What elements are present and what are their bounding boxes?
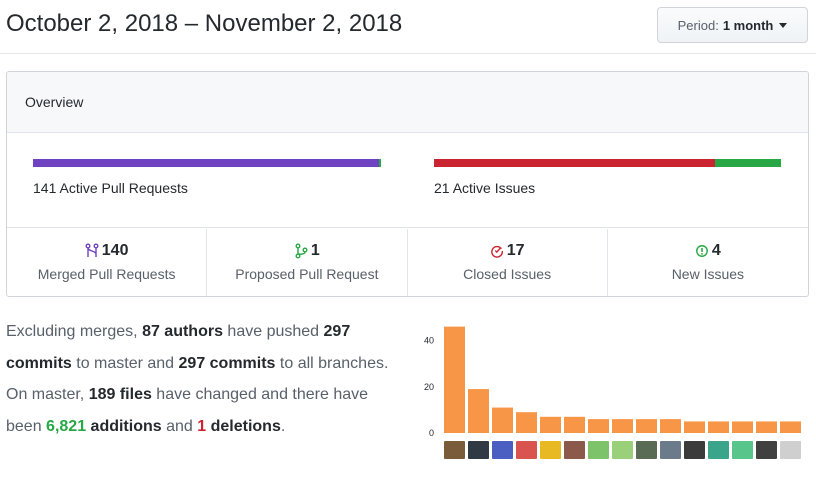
commits-all-link[interactable]: 297 commits <box>178 354 276 372</box>
bar-author-2[interactable] <box>468 389 489 433</box>
committer-avatar[interactable] <box>492 441 513 459</box>
bar-author-15[interactable] <box>780 421 801 433</box>
caret-down-icon <box>779 22 788 28</box>
merged-pr-icon <box>85 243 99 257</box>
period-value: 1 month <box>722 17 774 33</box>
y-tick-label: 0 <box>429 428 434 438</box>
bar-author-9[interactable] <box>636 419 657 433</box>
bar-author-6[interactable] <box>564 416 585 433</box>
stat-label: Closed Issues <box>463 266 552 282</box>
active-pr-label: Active Pull Requests <box>59 180 188 196</box>
summary-text: have pushed <box>222 323 324 340</box>
committer-avatar[interactable] <box>444 441 465 459</box>
stat-label: Merged Pull Requests <box>37 266 176 282</box>
committer-avatar[interactable] <box>636 441 657 459</box>
summary-text: to all branches. On master, <box>6 354 389 404</box>
committer-avatar[interactable] <box>708 441 729 459</box>
issues-closed-segment <box>434 159 716 167</box>
stat-label: New Issues <box>671 266 745 282</box>
bar-author-14[interactable] <box>756 421 777 433</box>
pr-merged-segment <box>33 159 379 167</box>
stat-label: Proposed Pull Request <box>235 266 379 282</box>
committer-avatar[interactable] <box>540 441 561 459</box>
issues-open-segment <box>715 159 781 167</box>
overview-panel: Overview 141 Active Pull Requests 21 Act… <box>6 71 809 297</box>
committer-avatar[interactable] <box>516 441 537 459</box>
committer-avatar[interactable] <box>564 441 585 459</box>
active-issues-link[interactable]: 21 Active Issues <box>434 180 535 196</box>
committer-avatar[interactable] <box>756 441 777 459</box>
committer-avatar[interactable] <box>588 441 609 459</box>
stat-proposed-pull-request[interactable]: 1 Proposed Pull Request <box>207 229 408 296</box>
bar-author-10[interactable] <box>660 419 681 433</box>
deletions-link[interactable]: 1 deletions <box>197 418 281 435</box>
stat-count: 4 <box>711 242 721 259</box>
issues-bar[interactable] <box>434 159 781 167</box>
bar-author-11[interactable] <box>684 421 705 433</box>
additions-link[interactable]: 6,821 additions <box>46 418 162 435</box>
page-header: October 2, 2018 – November 2, 2018 Perio… <box>0 0 816 54</box>
commits-master-link[interactable]: 297 commits <box>6 323 351 372</box>
active-pull-requests-link[interactable]: 141 Active Pull Requests <box>33 180 188 196</box>
pr-open-segment <box>378 159 381 167</box>
bar-author-5[interactable] <box>540 416 561 433</box>
bar-author-13[interactable] <box>732 421 753 433</box>
committer-avatar[interactable] <box>468 441 489 459</box>
committer-avatar[interactable] <box>612 441 633 459</box>
summary-text: have changed and there have been <box>6 386 369 435</box>
commit-summary: Excluding merges, 87 authors have pushed… <box>6 316 392 442</box>
committer-avatar[interactable] <box>660 441 681 459</box>
top-committers-chart: 0 20 40 <box>424 326 801 459</box>
stat-count: 17 <box>506 242 525 259</box>
bar-author-12[interactable] <box>708 421 729 433</box>
files-changed-link[interactable]: 189 files <box>88 386 152 403</box>
stat-new-issues[interactable]: 4 New Issues <box>608 229 808 296</box>
additions-word: additions <box>86 417 162 435</box>
bar-author-8[interactable] <box>612 419 633 433</box>
summary-text: . <box>280 417 286 435</box>
authors-link[interactable]: 87 authors <box>142 323 223 340</box>
active-issues-label: Active Issues <box>452 180 536 196</box>
y-tick-label: 20 <box>424 382 434 392</box>
pull-requests-bar[interactable] <box>33 159 381 167</box>
bar-author-7[interactable] <box>588 419 609 433</box>
committer-avatar[interactable] <box>684 441 705 459</box>
stat-count: 1 <box>310 242 320 259</box>
date-range-title: October 2, 2018 – November 2, 2018 <box>6 10 403 37</box>
period-prefix: Period: <box>677 17 719 33</box>
active-pr-count: 141 <box>33 180 57 196</box>
y-tick-label: 40 <box>424 336 434 346</box>
deletions-word: deletions <box>206 417 281 435</box>
overview-title: Overview <box>7 72 808 133</box>
new-issue-icon <box>695 245 708 257</box>
stat-merged-pull-requests[interactable]: 140 Merged Pull Requests <box>7 229 208 296</box>
summary-text: and <box>161 417 198 435</box>
summary-text: to master and <box>71 354 179 372</box>
committer-avatar[interactable] <box>780 441 801 459</box>
bar-author-3[interactable] <box>492 407 513 433</box>
bar-author-1[interactable] <box>444 326 465 433</box>
active-issues-count: 21 <box>434 180 450 196</box>
additions-count: 6,821 <box>46 417 87 435</box>
activity-bars: 141 Active Pull Requests 21 Active Issue… <box>7 133 808 228</box>
period-dropdown-button[interactable]: Period: 1 month <box>657 7 808 43</box>
bar-author-4[interactable] <box>516 412 537 433</box>
summary-text: Excluding merges, <box>6 323 143 340</box>
stat-count: 140 <box>101 242 129 259</box>
stat-closed-issues[interactable]: 17 Closed Issues <box>408 229 608 296</box>
deletions-count: 1 <box>197 417 207 435</box>
stats-row: 140 Merged Pull Requests 1 Proposed Pull… <box>7 229 808 296</box>
committer-avatar[interactable] <box>732 441 753 459</box>
closed-issue-icon <box>490 245 503 258</box>
open-pr-icon <box>295 243 308 259</box>
